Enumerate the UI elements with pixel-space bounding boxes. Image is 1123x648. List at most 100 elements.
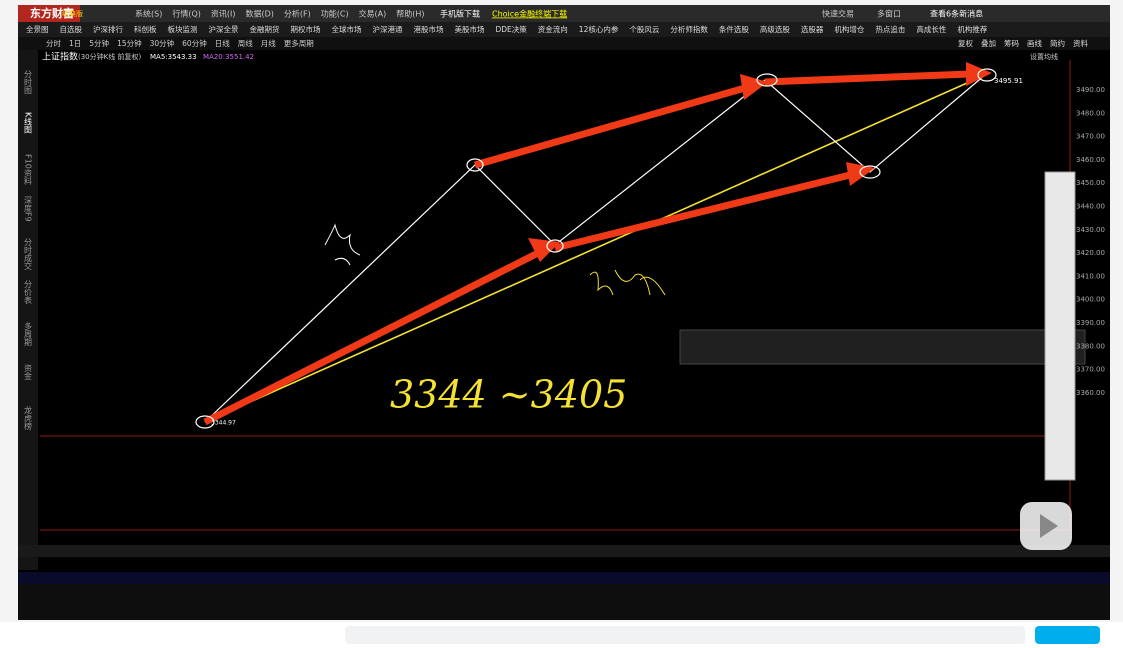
sidebar-tab[interactable]: 深度F9 bbox=[24, 196, 33, 222]
period[interactable]: 1日 bbox=[69, 39, 81, 48]
nav-item[interactable]: 机构推荐 bbox=[957, 24, 987, 34]
comment-input[interactable] bbox=[345, 626, 1025, 644]
nav-item[interactable]: 板块监测 bbox=[168, 24, 198, 34]
period[interactable]: 15分钟 bbox=[117, 38, 142, 48]
price-label: 3430.00 bbox=[1076, 226, 1105, 234]
menu-item[interactable]: 功能(C) bbox=[321, 9, 349, 19]
nav-item[interactable]: 机构增仓 bbox=[834, 24, 864, 34]
tab-bar bbox=[18, 545, 1110, 557]
logo: 东方财富 bbox=[30, 6, 74, 20]
sidebar-tab[interactable]: 龙虎榜 bbox=[24, 405, 33, 431]
tool[interactable]: 复权 bbox=[958, 38, 973, 48]
nav-item[interactable]: 沪深排行 bbox=[93, 24, 123, 34]
price-label: 3400.00 bbox=[1076, 296, 1105, 304]
tool[interactable]: 筹码 bbox=[1004, 38, 1019, 48]
menu-item[interactable]: 分析(F) bbox=[284, 9, 311, 19]
scribble bbox=[589, 269, 666, 296]
chart-name: 上证指数 bbox=[42, 51, 78, 63]
sidebar-tab[interactable]: 资金 bbox=[24, 363, 33, 380]
tool[interactable]: 资料 bbox=[1073, 38, 1089, 48]
handwriting: 3344 ~3405 bbox=[390, 373, 627, 417]
sidebar bbox=[18, 50, 38, 570]
nav-bar bbox=[18, 22, 1110, 37]
nav-item[interactable]: 美股市场 bbox=[455, 24, 485, 34]
low-label: 3344.97 bbox=[211, 420, 236, 427]
price-label: 3470.00 bbox=[1076, 133, 1105, 141]
sidebar-tab[interactable]: 分时成交 bbox=[24, 238, 33, 271]
send-button[interactable] bbox=[1035, 626, 1100, 644]
price-label: 3380.00 bbox=[1076, 342, 1105, 350]
menu-item[interactable]: 资讯(I) bbox=[211, 9, 236, 19]
sidebar-tab[interactable]: F10资料 bbox=[24, 154, 33, 186]
ma20: MA20:3551.42 bbox=[203, 53, 254, 61]
multi-window: 多窗口 bbox=[877, 9, 901, 19]
period[interactable]: 60分钟 bbox=[182, 38, 207, 48]
settings: 设置均线 bbox=[1030, 52, 1058, 61]
menu-item[interactable]: 帮助(H) bbox=[396, 9, 424, 19]
menu-item[interactable]: 系统(S) bbox=[135, 9, 162, 19]
choice: Choice金融终端下载 bbox=[492, 9, 567, 19]
nav-item[interactable]: 选股器 bbox=[801, 24, 824, 34]
sidebar-tab[interactable]: 分时图 bbox=[24, 70, 33, 95]
high-label: 3495.91 bbox=[994, 77, 1023, 85]
tool[interactable]: 叠加 bbox=[981, 38, 996, 48]
price-label: 3390.00 bbox=[1076, 319, 1105, 327]
tool[interactable]: 简约 bbox=[1050, 38, 1065, 48]
download: 手机版下载 bbox=[440, 9, 480, 19]
nav-item[interactable]: 全景图 bbox=[26, 24, 49, 34]
menu-item[interactable]: 数据(D) bbox=[245, 9, 273, 19]
nav-item[interactable]: 条件选股 bbox=[719, 24, 749, 34]
period-bar bbox=[18, 37, 1110, 50]
period[interactable]: 30分钟 bbox=[150, 38, 175, 48]
price-label: 3420.00 bbox=[1076, 249, 1105, 257]
nav-item[interactable]: 期权市场 bbox=[291, 24, 321, 34]
logo-bg bbox=[18, 5, 80, 22]
quick-trade: 快速交易 bbox=[822, 9, 854, 19]
nav-item[interactable]: 沪深港通 bbox=[373, 24, 403, 34]
nav-item[interactable]: 12核心内参 bbox=[579, 24, 619, 34]
price-label: 3440.00 bbox=[1076, 203, 1105, 211]
menu-item[interactable]: 行情(Q) bbox=[172, 9, 201, 19]
chart-period: (30分钟K线 前复权) bbox=[78, 52, 141, 61]
nav-item[interactable]: 港股市场 bbox=[414, 24, 444, 34]
nav-item[interactable]: 自选股 bbox=[60, 24, 83, 34]
nav-item[interactable]: 全球市场 bbox=[332, 24, 362, 34]
period[interactable]: 更多周期 bbox=[284, 38, 314, 48]
nav-item[interactable]: 热点追击 bbox=[875, 24, 905, 34]
period[interactable]: 5分钟 bbox=[89, 38, 109, 48]
period[interactable]: 月线 bbox=[261, 38, 276, 48]
nav-item[interactable]: 沪深全景 bbox=[209, 24, 239, 34]
title-bar bbox=[18, 5, 1110, 22]
scribble bbox=[324, 223, 361, 266]
nav-item[interactable]: 金融期货 bbox=[250, 24, 280, 34]
draw-panel bbox=[679, 329, 1086, 365]
arrow-shaft bbox=[203, 70, 971, 426]
edition: 经典版 bbox=[62, 9, 83, 18]
nav-item[interactable]: 分析师指数 bbox=[670, 24, 708, 34]
nav-item[interactable]: 高级选股 bbox=[760, 24, 790, 34]
news: 查看6条新消息 bbox=[930, 9, 983, 19]
nav-item[interactable]: 资金流向 bbox=[538, 24, 568, 34]
ma5: MA5:3543.33 bbox=[150, 53, 197, 61]
price-label: 3370.00 bbox=[1076, 366, 1105, 374]
sidebar-tab[interactable]: 多周期 bbox=[24, 321, 33, 347]
nav-item[interactable]: DDE决策 bbox=[496, 24, 528, 34]
period[interactable]: 周线 bbox=[238, 38, 253, 48]
player-bar bbox=[18, 584, 1110, 620]
nav-item[interactable]: 高成长性 bbox=[916, 24, 946, 34]
video-frame bbox=[18, 5, 1110, 620]
nav-item[interactable]: 个股风云 bbox=[629, 25, 659, 34]
wave-line bbox=[204, 74, 986, 423]
price-label: 3490.00 bbox=[1076, 86, 1105, 94]
ticker-bar bbox=[18, 572, 1110, 584]
sidebar-tab[interactable]: 分价表 bbox=[24, 280, 33, 305]
period[interactable]: 日线 bbox=[215, 38, 230, 48]
sidebar-tab[interactable]: K线图 bbox=[24, 112, 33, 134]
trend-line bbox=[204, 74, 986, 423]
menu-item[interactable]: 交易(A) bbox=[359, 9, 387, 19]
nav-item[interactable]: 科创板 bbox=[134, 24, 157, 34]
period[interactable]: 分时 bbox=[46, 38, 61, 48]
price-label: 3410.00 bbox=[1076, 272, 1105, 280]
tool[interactable]: 画线 bbox=[1027, 38, 1043, 48]
